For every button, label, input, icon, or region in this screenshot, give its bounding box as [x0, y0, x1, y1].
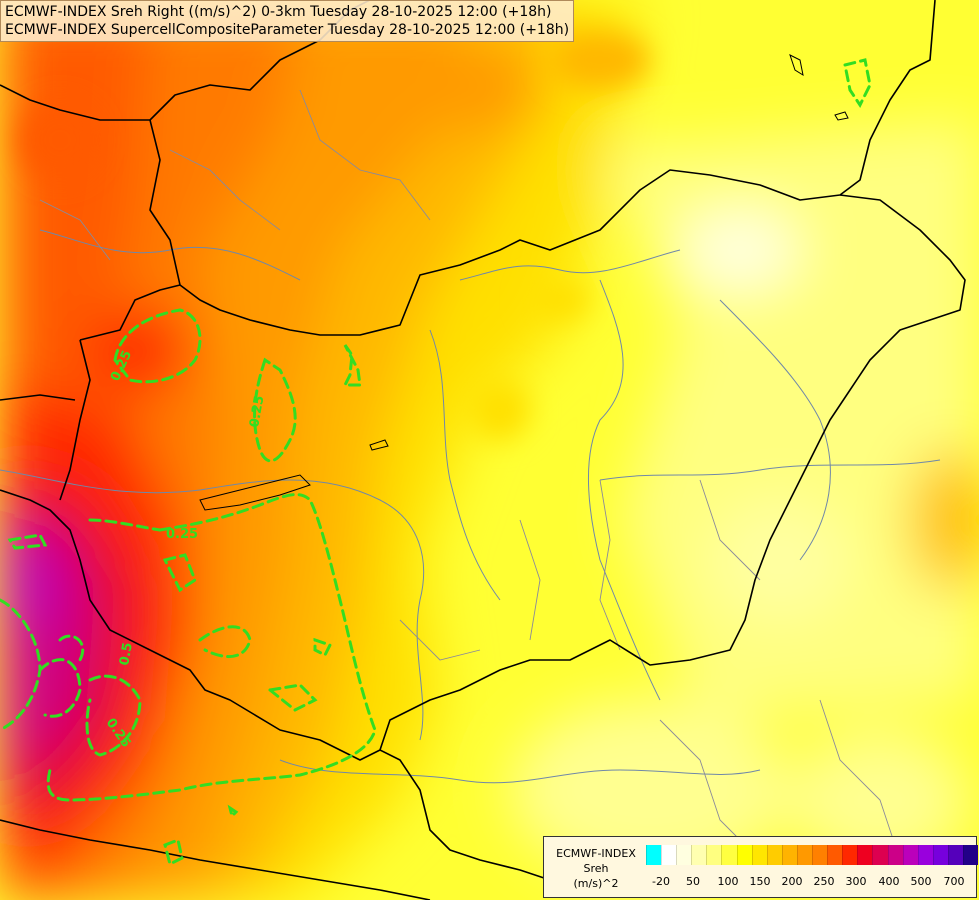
legend-swatch	[796, 845, 813, 865]
contour-label: 0.25	[247, 394, 267, 428]
legend-swatch	[766, 845, 782, 865]
legend-swatch	[661, 845, 677, 865]
legend-color-bar	[646, 845, 979, 865]
legend-tick-label: 50	[686, 875, 700, 888]
legend-swatch	[872, 845, 888, 865]
legend-tick-label: 100	[717, 875, 739, 888]
legend-swatch	[962, 845, 979, 865]
legend-swatch	[646, 845, 662, 865]
contour-label: 0.25	[166, 527, 198, 542]
legend-swatch	[721, 845, 737, 865]
title-line-2: ECMWF-INDEX SupercellCompositeParameter …	[5, 22, 570, 38]
sreh-detail	[20, 30, 650, 440]
legend-title-line-1: ECMWF-INDEX	[556, 847, 636, 860]
legend-tick-label: 150	[749, 875, 771, 888]
legend-swatch	[827, 845, 843, 865]
rivers	[0, 229, 941, 784]
legend-tick-labels: -20 50 100 150 200 250 300 400 500 700	[646, 875, 968, 889]
legend-swatch	[857, 845, 873, 865]
legend-swatch	[676, 845, 692, 865]
legend-title-line-3: (m/s)^2	[573, 877, 619, 890]
legend-tick-label: 300	[845, 875, 867, 888]
legend-swatch	[887, 845, 903, 865]
legend-swatch	[691, 845, 707, 865]
scp-contours	[0, 58, 872, 867]
legend-title: ECMWF-INDEX Sreh (m/s)^2	[548, 846, 644, 891]
legend-swatch	[706, 845, 722, 865]
color-legend: ECMWF-INDEX Sreh (m/s)^2 -20 50 100 150 200 2…	[543, 836, 979, 898]
legend-title-line-2: Sreh	[583, 862, 609, 875]
legend-swatch	[842, 845, 858, 865]
legend-swatch	[751, 845, 767, 865]
lakes	[199, 54, 849, 511]
legend-swatch	[932, 845, 948, 865]
legend-swatch	[812, 845, 828, 865]
legend-tick-label: 700	[943, 875, 965, 888]
legend-swatch	[917, 845, 933, 865]
legend-tick-label: 200	[781, 875, 803, 888]
contour-label: 0.5	[117, 641, 136, 666]
legend-swatch	[736, 845, 752, 865]
legend-swatch	[947, 845, 963, 865]
legend-swatch	[902, 845, 918, 865]
map-title: ECMWF-INDEX Sreh Right ((m/s)^2) 0-3km T…	[0, 0, 575, 42]
legend-swatch	[781, 845, 797, 865]
title-line-1: ECMWF-INDEX Sreh Right ((m/s)^2) 0-3km T…	[5, 4, 552, 20]
legend-tick-label: 500	[910, 875, 932, 888]
admin-boundaries	[39, 89, 901, 861]
legend-tick-label: 400	[878, 875, 900, 888]
legend-tick-label: 250	[813, 875, 835, 888]
legend-tick-label: -20	[652, 875, 670, 888]
